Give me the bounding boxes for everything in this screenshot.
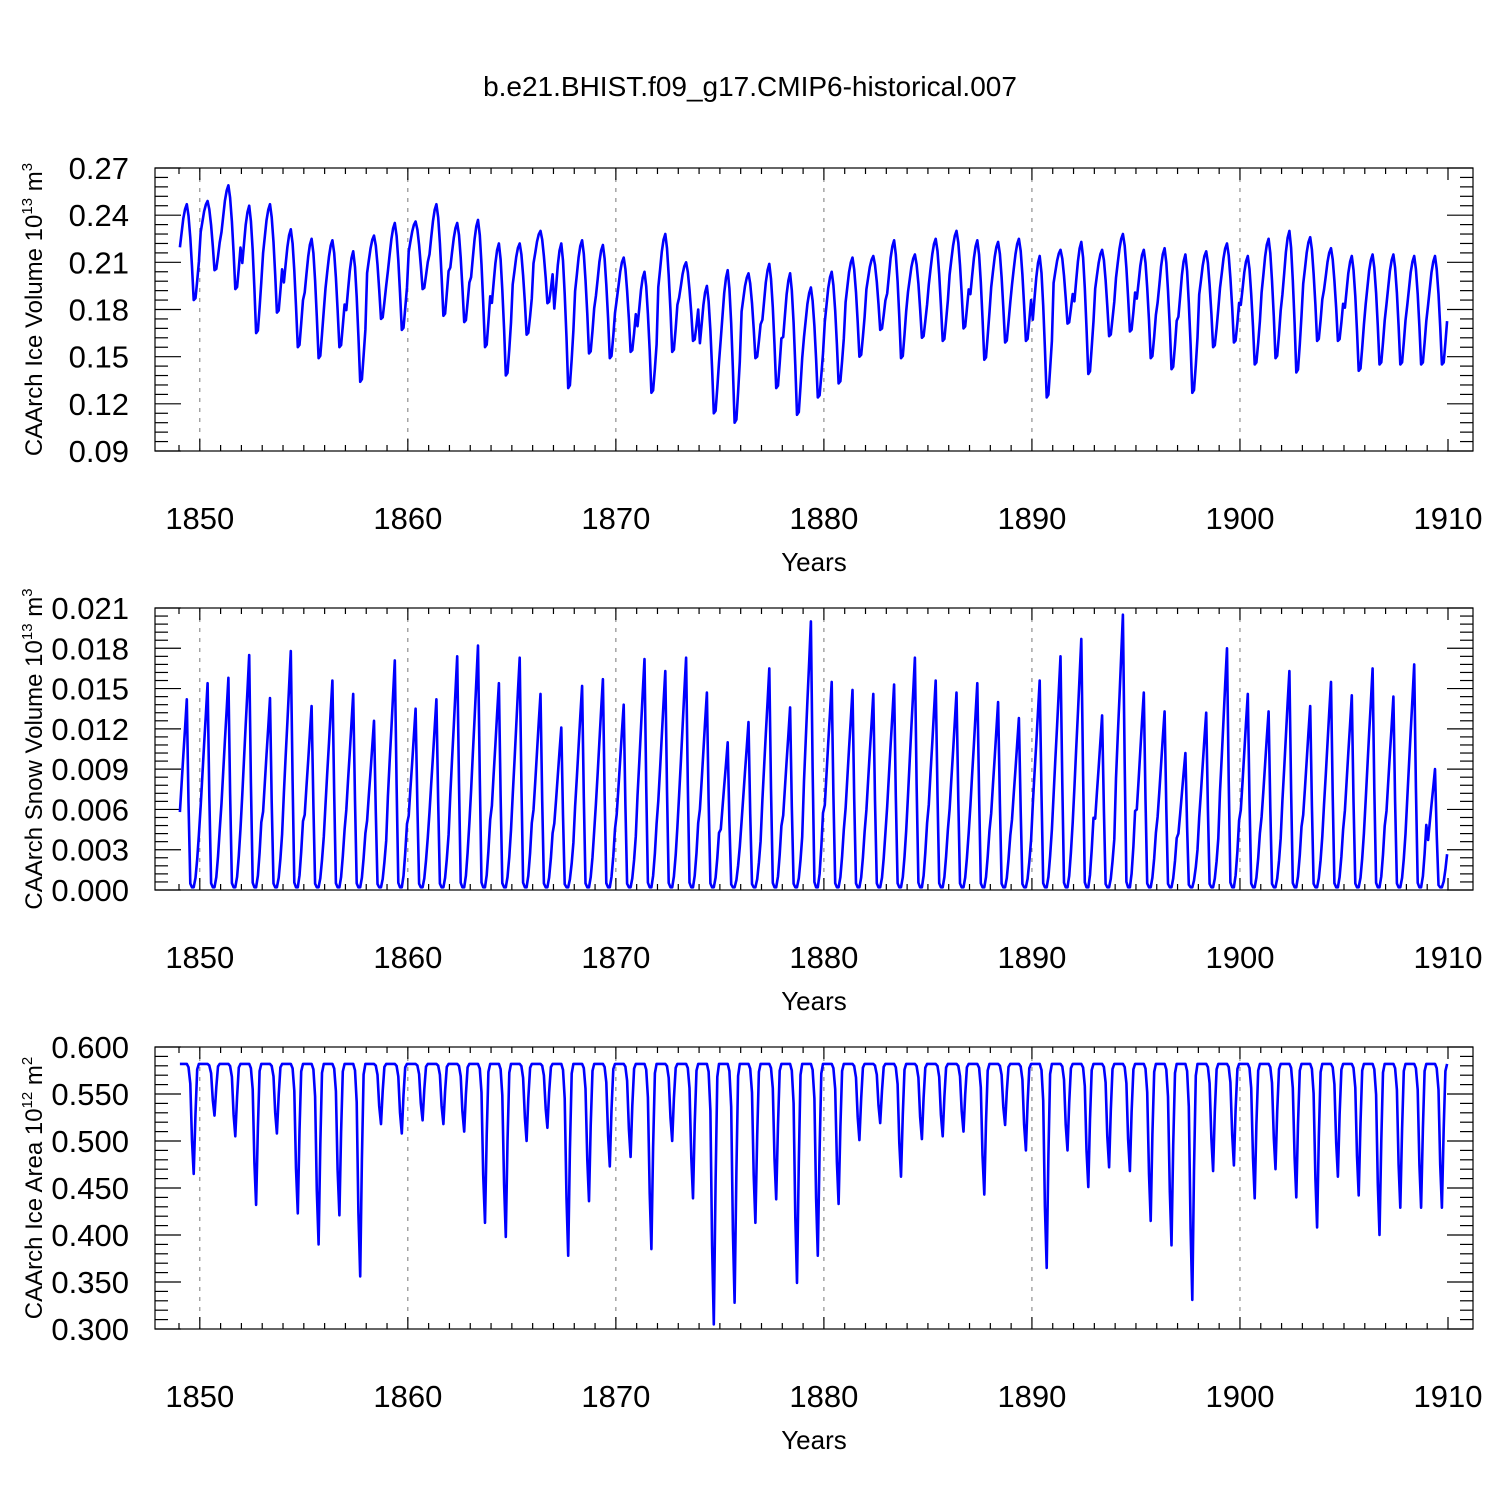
x-tick-label: 1910 xyxy=(1414,940,1483,975)
x-tick-label: 1860 xyxy=(373,501,442,536)
x-tick-label: 1890 xyxy=(997,1379,1066,1414)
y-tick-label: 0.400 xyxy=(51,1218,129,1253)
y-tick-label: 0.300 xyxy=(51,1312,129,1347)
y-tick-label: 0.450 xyxy=(51,1171,129,1206)
x-tick-label: 1850 xyxy=(165,501,234,536)
y-tick-label: 0.18 xyxy=(69,293,129,328)
y-tick-label: 0.021 xyxy=(51,591,129,626)
x-tick-label: 1900 xyxy=(1205,1379,1274,1414)
y-tick-label: 0.24 xyxy=(69,198,129,233)
y-tick-label: 0.21 xyxy=(69,245,129,280)
x-tick-label: 1890 xyxy=(997,501,1066,536)
x-tick-label: 1880 xyxy=(789,940,858,975)
chart-title: b.e21.BHIST.f09_g17.CMIP6-historical.007 xyxy=(483,71,1017,102)
y-tick-label: 0.015 xyxy=(51,672,129,707)
series-line-ice_area xyxy=(179,1062,1449,1326)
x-tick-label: 1910 xyxy=(1414,501,1483,536)
y-tick-label: 0.12 xyxy=(69,387,129,422)
series-line-snow_volume xyxy=(178,613,1449,889)
y-tick-label: 0.500 xyxy=(51,1124,129,1159)
plot-frame xyxy=(154,607,1474,891)
x-axis-title: Years xyxy=(781,1425,847,1455)
y-tick-label: 0.27 xyxy=(69,151,129,186)
panel-1: 1850 1860 1870 1880 1890 1900 1910 Years 0.09 0.1… xyxy=(19,151,1482,577)
y-axis-title: CAArch Snow Volume 1013 m3 xyxy=(19,588,48,909)
y-tick-label: 0.009 xyxy=(51,752,129,787)
x-tick-label: 1850 xyxy=(165,940,234,975)
y-tick-label: 0.003 xyxy=(51,833,129,868)
x-tick-label: 1860 xyxy=(373,1379,442,1414)
panel-3: 1850 1860 1870 1880 1890 1900 1910 Years 0.300 0.… xyxy=(19,1030,1482,1455)
y-tick-label: 0.018 xyxy=(51,631,129,666)
x-tick-label: 1900 xyxy=(1205,501,1274,536)
y-tick-label: 0.006 xyxy=(51,792,129,827)
y-tick-label: 0.012 xyxy=(51,712,129,747)
x-tick-label: 1870 xyxy=(581,940,650,975)
y-tick-label: 0.09 xyxy=(69,434,129,469)
x-axis-title: Years xyxy=(781,547,847,577)
y-tick-label: 0.000 xyxy=(51,873,129,908)
x-tick-label: 1850 xyxy=(165,1379,234,1414)
y-tick-label: 0.350 xyxy=(51,1265,129,1300)
x-tick-label: 1900 xyxy=(1205,940,1274,975)
x-tick-label: 1890 xyxy=(997,940,1066,975)
y-axis-title: CAArch Ice Volume 1013 m3 xyxy=(19,163,48,456)
x-tick-label: 1870 xyxy=(581,1379,650,1414)
y-tick-label: 0.600 xyxy=(51,1030,129,1065)
series-line-ice_volume xyxy=(178,184,1449,424)
y-tick-label: 0.550 xyxy=(51,1077,129,1112)
x-axis-title: Years xyxy=(781,986,847,1016)
x-tick-label: 1880 xyxy=(789,1379,858,1414)
x-tick-label: 1910 xyxy=(1414,1379,1483,1414)
panel-2: 1850 1860 1870 1880 1890 1900 1910 Years 0.000 0.… xyxy=(19,588,1482,1016)
x-tick-label: 1880 xyxy=(789,501,858,536)
x-tick-label: 1860 xyxy=(373,940,442,975)
y-axis-title: CAArch Ice Area 1012 m2 xyxy=(19,1057,48,1319)
x-tick-label: 1870 xyxy=(581,501,650,536)
y-tick-label: 0.15 xyxy=(69,340,129,375)
